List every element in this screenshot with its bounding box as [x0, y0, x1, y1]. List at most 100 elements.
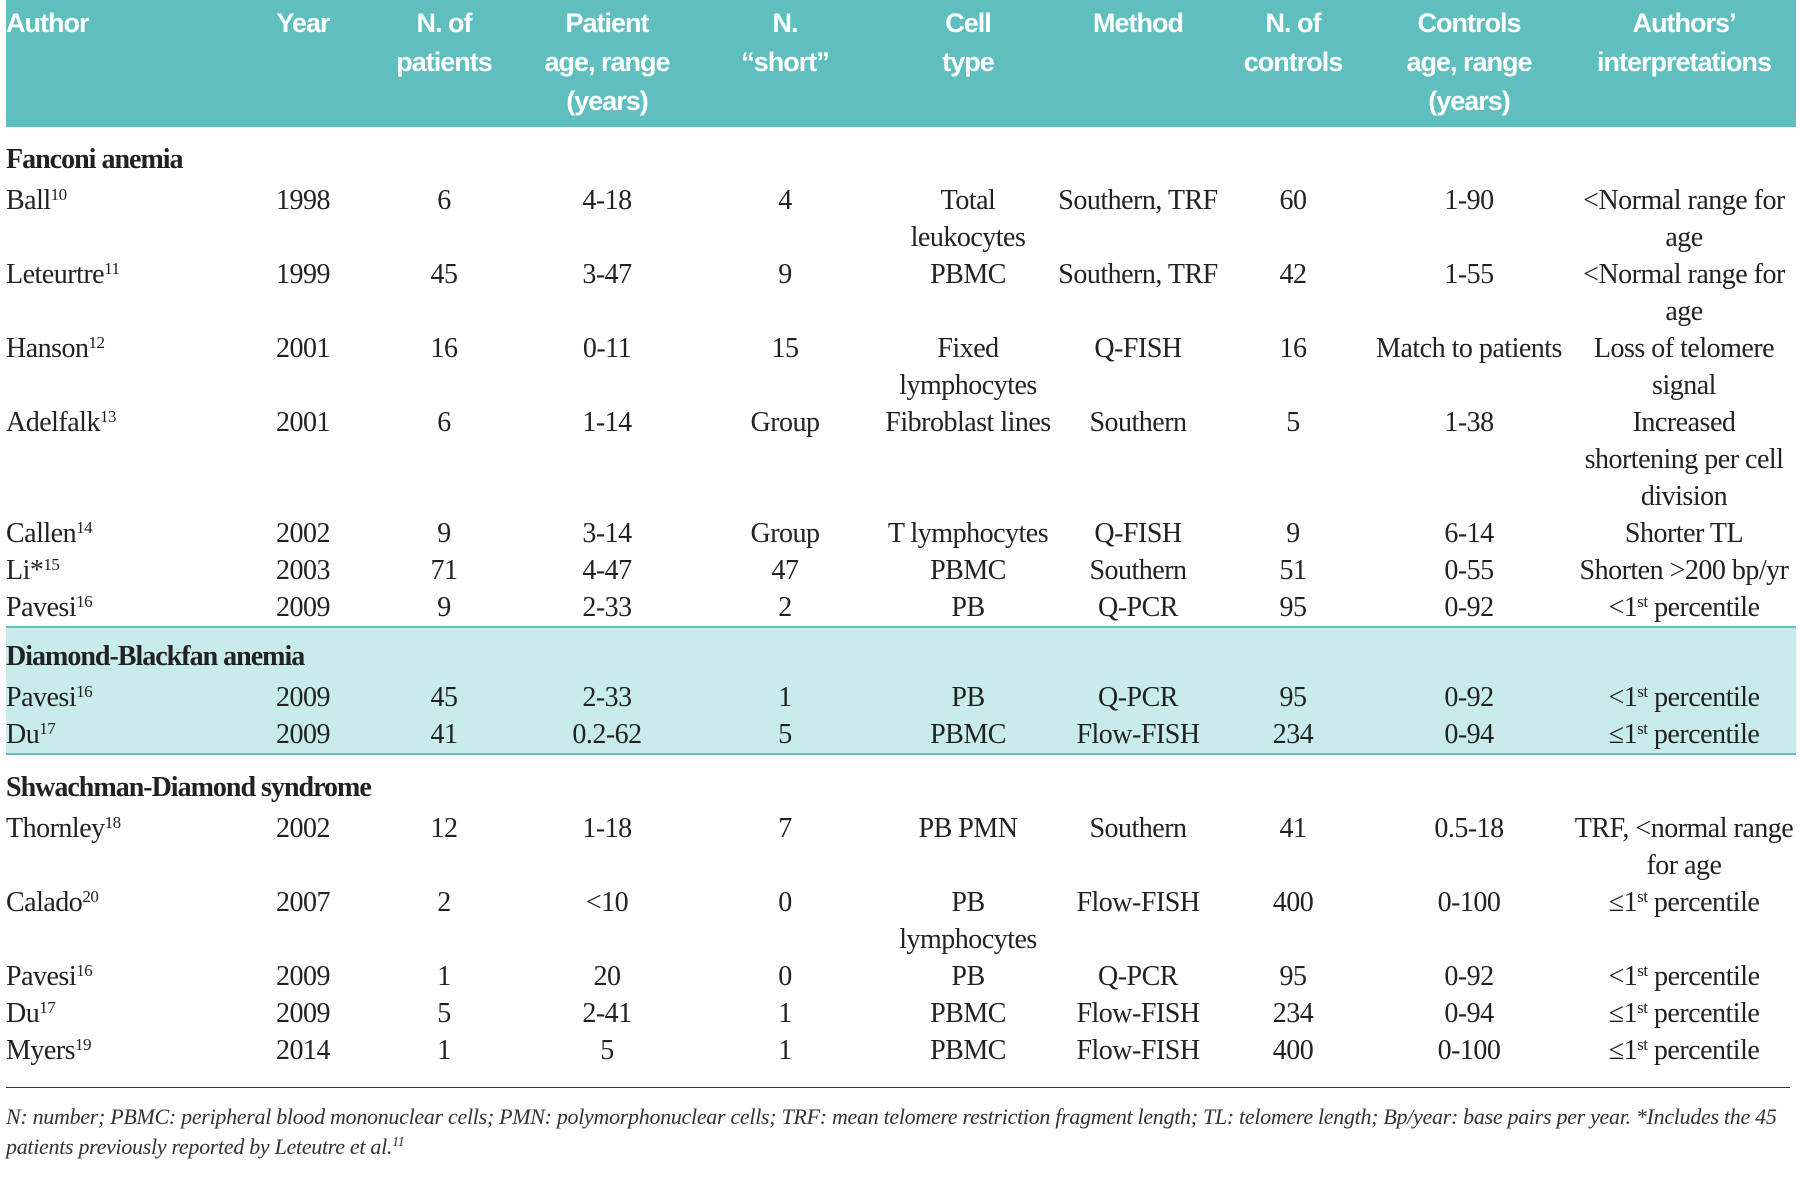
cell: <Normal range for age	[1583, 259, 1785, 327]
cell: 400	[1272, 1035, 1314, 1066]
header-text: controls	[1243, 47, 1344, 77]
cell: PB	[951, 592, 985, 623]
author-cell: Adelfalk13	[6, 404, 242, 515]
cell: Group	[750, 518, 820, 549]
cell: ≤1st percentile	[1572, 884, 1796, 958]
cell-text: percentile	[1647, 887, 1760, 918]
cell-text: <1	[1608, 592, 1638, 623]
header-text: “short”	[741, 47, 829, 77]
cell: 0	[778, 961, 792, 992]
cell: PB	[951, 682, 985, 713]
cell: 20	[593, 961, 622, 992]
section: Shwachman-Diamond syndrome Thornley18 2002…	[6, 754, 1796, 1069]
author: Du	[6, 719, 40, 750]
cell: 2002	[276, 813, 331, 844]
author-cell: Du17	[6, 995, 242, 1032]
table-row: Leteurtre11 1999 45 3-47 9 PBMC Southern, TRF 4…	[6, 256, 1796, 330]
cell-text: ≤1	[1608, 998, 1638, 1029]
cell: 6	[437, 185, 451, 216]
cell-sup: st	[1637, 887, 1648, 906]
author-cell: Myers19	[6, 1032, 242, 1069]
cell: 9	[437, 592, 451, 623]
header-text: age, range	[1406, 47, 1532, 77]
cell: 1	[778, 998, 792, 1029]
cell: Southern	[1089, 555, 1187, 586]
cell: 2	[778, 592, 792, 623]
reference: 20	[82, 887, 99, 906]
cell: 2009	[276, 682, 331, 713]
header-cell: Year	[242, 0, 364, 127]
author-cell: Pavesi16	[6, 679, 242, 716]
cell-text: percentile	[1647, 961, 1760, 992]
author: Leteurtre	[6, 259, 105, 290]
table-row: Du17 2009 41 0.2-62 5 PBMC Flow-FISH 234 0-94 ≤1s…	[6, 716, 1796, 755]
header-cell: Authors’ interpretations	[1572, 0, 1796, 127]
reference: 11	[104, 259, 120, 278]
cell: 0-11	[582, 333, 632, 364]
cell: Shorten >200 bp/yr	[1579, 555, 1790, 586]
cell: 2003	[276, 555, 331, 586]
header-text: Cell	[945, 8, 992, 38]
cell: 0-94	[1366, 716, 1572, 755]
cell: 6	[437, 407, 451, 438]
cell-sup: st	[1637, 719, 1648, 738]
section-row: Fanconi anemia	[6, 127, 1796, 182]
footnote-text: N: number; PBMC: peripheral blood mononu…	[6, 1104, 1777, 1159]
cell: <1st percentile	[1572, 589, 1796, 627]
cell: Match to patients	[1376, 333, 1562, 364]
cell: 95	[1279, 682, 1308, 713]
cell: 3-14	[582, 518, 632, 549]
reference: 16	[76, 682, 93, 701]
cell: 0-100	[1437, 1035, 1501, 1066]
cell: Southern, TRF	[1058, 185, 1218, 216]
section: Diamond-Blackfan anemia Pavesi16 2009 45 2-3…	[6, 626, 1796, 755]
reference: 14	[76, 518, 93, 537]
cell: Flow-FISH	[1076, 998, 1200, 1029]
table-row: Pavesi16 2009 45 2-33 1 PB Q-PCR 95 0-92 <1st per…	[6, 679, 1796, 716]
section-title: Shwachman-Diamond syndrome	[6, 772, 372, 803]
data-table: Author Year N. of patients Patient age, range…	[6, 0, 1796, 1069]
cell: PBMC	[930, 998, 1006, 1029]
cell: 60	[1279, 185, 1308, 216]
cell: 1	[437, 961, 451, 992]
cell: 0-100	[1437, 887, 1501, 918]
cell: 6-14	[1444, 518, 1494, 549]
cell: 0.2-62	[524, 716, 690, 755]
cell-text: <1	[1608, 682, 1638, 713]
author: Adelfalk	[6, 407, 100, 438]
header-cell: Author	[6, 0, 242, 127]
cell: Southern	[1089, 407, 1187, 438]
reference: 13	[99, 407, 117, 426]
table-row: Adelfalk13 2001 6 1-14 Group Fibroblast lines…	[6, 404, 1796, 515]
header-text: Authors’	[1632, 8, 1737, 38]
cell: 2-33	[582, 682, 632, 713]
cell: 1-38	[1444, 407, 1494, 438]
table-row: Hanson12 2001 16 0-11 15 Fixed lymphocytes Q-F…	[6, 330, 1796, 404]
cell: 16	[1279, 333, 1308, 364]
section-title: Diamond-Blackfan anemia	[6, 626, 1796, 679]
cell-text: percentile	[1647, 1035, 1760, 1066]
cell: 3-47	[582, 259, 632, 290]
cell: 1	[437, 1035, 451, 1066]
cell: 5	[437, 998, 451, 1029]
cell: 400	[1272, 887, 1314, 918]
cell: 95	[1279, 592, 1308, 623]
author-cell: Thornley18	[6, 810, 242, 884]
cell: PB lymphocytes	[899, 887, 1037, 955]
header-row: Author Year N. of patients Patient age, range…	[6, 0, 1796, 127]
cell: Fibroblast lines	[885, 407, 1051, 438]
cell: 16	[430, 333, 459, 364]
cell: 1-55	[1444, 259, 1494, 290]
cell-text: ≤1	[1608, 887, 1638, 918]
author-cell: Li*15	[6, 552, 242, 589]
cell: 5	[600, 1035, 614, 1066]
cell-text: ≤1	[1608, 1035, 1638, 1066]
cell: 1	[778, 1035, 792, 1066]
cell: 1999	[276, 259, 331, 290]
cell: Loss of telomere signal	[1593, 333, 1775, 401]
cell: 5	[1286, 407, 1300, 438]
cell: 0-94	[1444, 998, 1494, 1029]
footnote: N: number; PBMC: peripheral blood mononu…	[6, 1087, 1790, 1162]
cell: Increased shortening per cell division	[1584, 407, 1784, 512]
